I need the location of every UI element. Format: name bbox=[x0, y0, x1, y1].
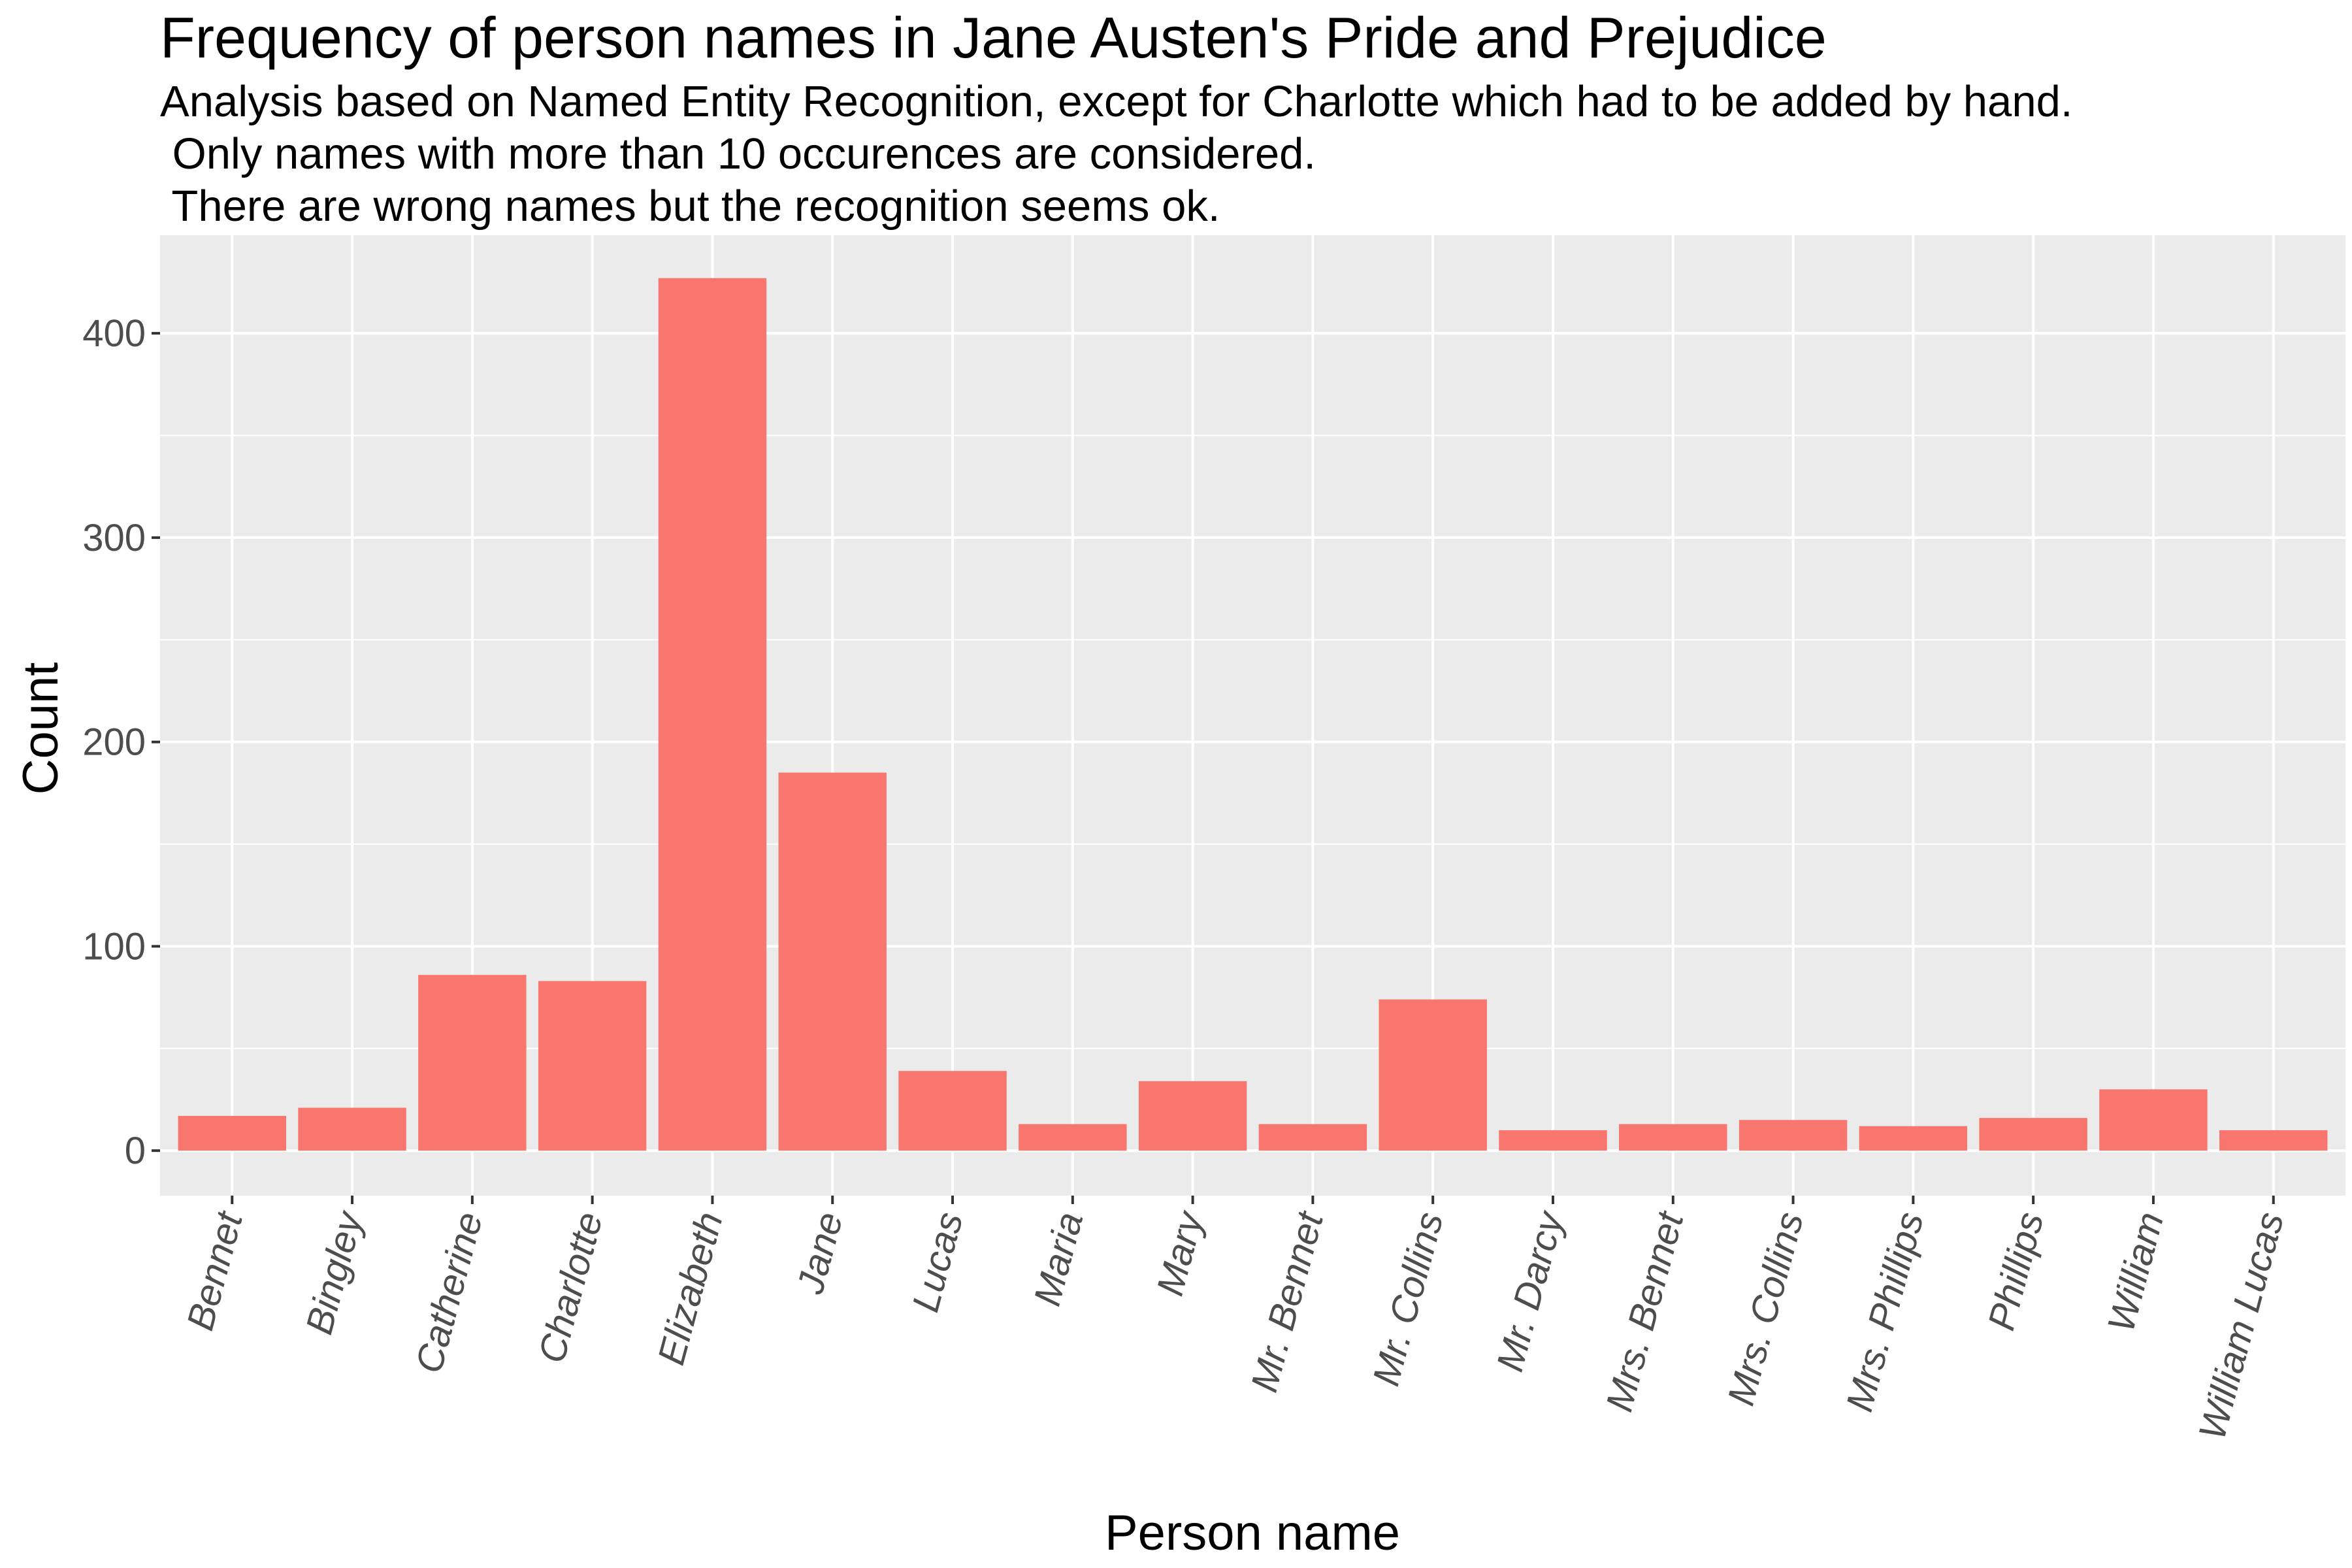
x-tick-label: Mrs. Phillips bbox=[1838, 1208, 1932, 1416]
x-tick-label: Mr. Darcy bbox=[1488, 1206, 1572, 1376]
bar bbox=[1258, 1124, 1367, 1151]
bar bbox=[1379, 999, 1487, 1151]
y-axis: 0 100 200 300 400 bbox=[82, 312, 160, 1172]
x-tick-label: Elizabeth bbox=[649, 1208, 731, 1369]
y-tick-label: 200 bbox=[82, 721, 146, 764]
x-tick-label: Mr. Bennet bbox=[1243, 1206, 1331, 1397]
x-tick-label: Maria bbox=[1026, 1208, 1091, 1311]
bars-group bbox=[178, 278, 2328, 1151]
bar bbox=[1138, 1081, 1247, 1151]
x-tick-label: Phillips bbox=[1980, 1208, 2051, 1335]
bar bbox=[1739, 1120, 1848, 1151]
bar bbox=[1499, 1130, 1607, 1151]
chart-subtitle-line-2: Only names with more than 10 occurences … bbox=[160, 129, 1316, 178]
bar bbox=[298, 1107, 406, 1151]
x-tick-label: Mrs. Collins bbox=[1720, 1208, 1812, 1410]
x-axis-title: Person name bbox=[1105, 1505, 1400, 1561]
bar bbox=[2099, 1089, 2208, 1151]
bar bbox=[538, 981, 647, 1151]
x-tick-label: Jane bbox=[789, 1208, 851, 1299]
x-tick-label: William Lucas bbox=[2191, 1208, 2292, 1445]
x-tick-label: William bbox=[2099, 1208, 2172, 1337]
bar bbox=[1019, 1124, 1127, 1151]
y-tick-label: 300 bbox=[82, 517, 146, 559]
bar bbox=[418, 975, 527, 1151]
bar bbox=[1979, 1118, 2087, 1151]
x-tick-label: Mary bbox=[1149, 1206, 1212, 1300]
x-tick-label: Bennet bbox=[178, 1206, 251, 1335]
x-tick-label: Bingley bbox=[298, 1206, 372, 1339]
y-tick-label: 400 bbox=[82, 312, 146, 355]
x-tick-label: Mrs. Bennet bbox=[1598, 1206, 1692, 1416]
x-axis: Bennet Bingley Catherine Charlotte Elizabeth… bbox=[178, 1196, 2292, 1444]
y-tick-label: 0 bbox=[125, 1130, 146, 1172]
bar bbox=[778, 772, 887, 1151]
bar bbox=[658, 278, 767, 1151]
x-tick-label: Charlotte bbox=[531, 1208, 612, 1367]
chart-subtitle-line-1: Analysis based on Named Entity Recogniti… bbox=[160, 77, 2072, 126]
y-axis-title: Count bbox=[13, 662, 69, 795]
y-tick-label: 100 bbox=[82, 925, 146, 968]
bar bbox=[178, 1116, 286, 1151]
bar bbox=[898, 1071, 1007, 1151]
x-tick-label: Lucas bbox=[904, 1208, 972, 1316]
chart-title: Frequency of person names in Jane Austen… bbox=[160, 5, 1827, 70]
bar bbox=[1619, 1124, 1727, 1151]
chart-subtitle-line-3: There are wrong names but the recognitio… bbox=[160, 182, 1220, 231]
bar bbox=[1859, 1126, 1968, 1151]
x-tick-label: Catherine bbox=[408, 1208, 491, 1378]
x-tick-label: Mr. Collins bbox=[1365, 1208, 1452, 1390]
bar bbox=[2219, 1130, 2328, 1151]
